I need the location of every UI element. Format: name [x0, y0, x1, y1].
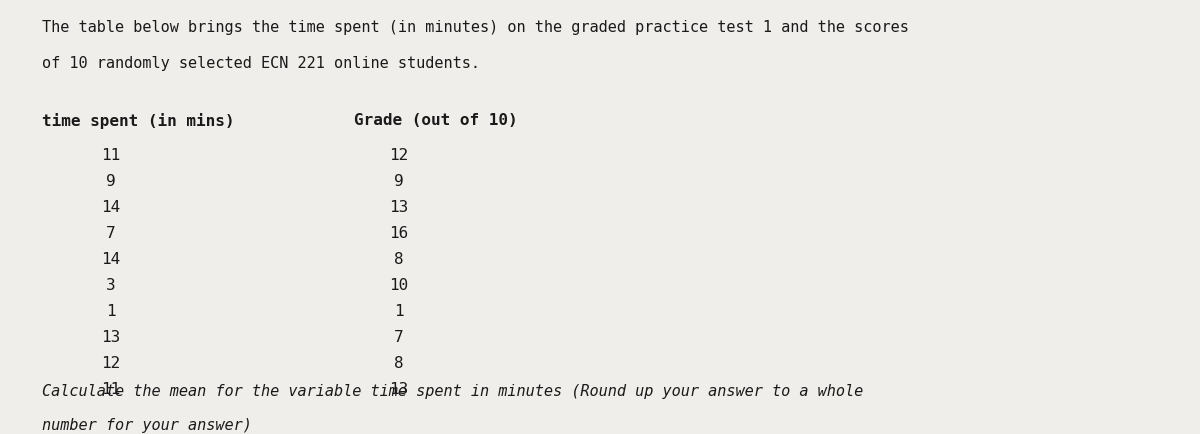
- Text: 9: 9: [106, 174, 115, 189]
- Text: 7: 7: [394, 330, 403, 345]
- Text: 13: 13: [101, 330, 120, 345]
- Text: 10: 10: [389, 278, 408, 293]
- Text: The table below brings the time spent (in minutes) on the graded practice test 1: The table below brings the time spent (i…: [42, 20, 908, 35]
- Text: Calculate the mean for the variable time spent in minutes (Round up your answer : Calculate the mean for the variable time…: [42, 384, 863, 399]
- Text: 8: 8: [394, 356, 403, 371]
- Text: 1: 1: [394, 304, 403, 319]
- Text: 12: 12: [101, 356, 120, 371]
- Text: time spent (in mins): time spent (in mins): [42, 113, 234, 129]
- Text: 8: 8: [394, 252, 403, 267]
- Text: 16: 16: [389, 226, 408, 241]
- Text: 14: 14: [101, 252, 120, 267]
- Text: number for your answer): number for your answer): [42, 418, 252, 433]
- Text: 9: 9: [394, 174, 403, 189]
- Text: 11: 11: [101, 148, 120, 163]
- Text: 7: 7: [106, 226, 115, 241]
- Text: 12: 12: [389, 148, 408, 163]
- Text: of 10 randomly selected ECN 221 online students.: of 10 randomly selected ECN 221 online s…: [42, 56, 480, 72]
- Text: 13: 13: [389, 382, 408, 397]
- Text: 13: 13: [389, 200, 408, 215]
- Text: 3: 3: [106, 278, 115, 293]
- Text: 11: 11: [101, 382, 120, 397]
- Text: 14: 14: [101, 200, 120, 215]
- Text: Grade (out of 10): Grade (out of 10): [354, 113, 517, 128]
- Text: 1: 1: [106, 304, 115, 319]
